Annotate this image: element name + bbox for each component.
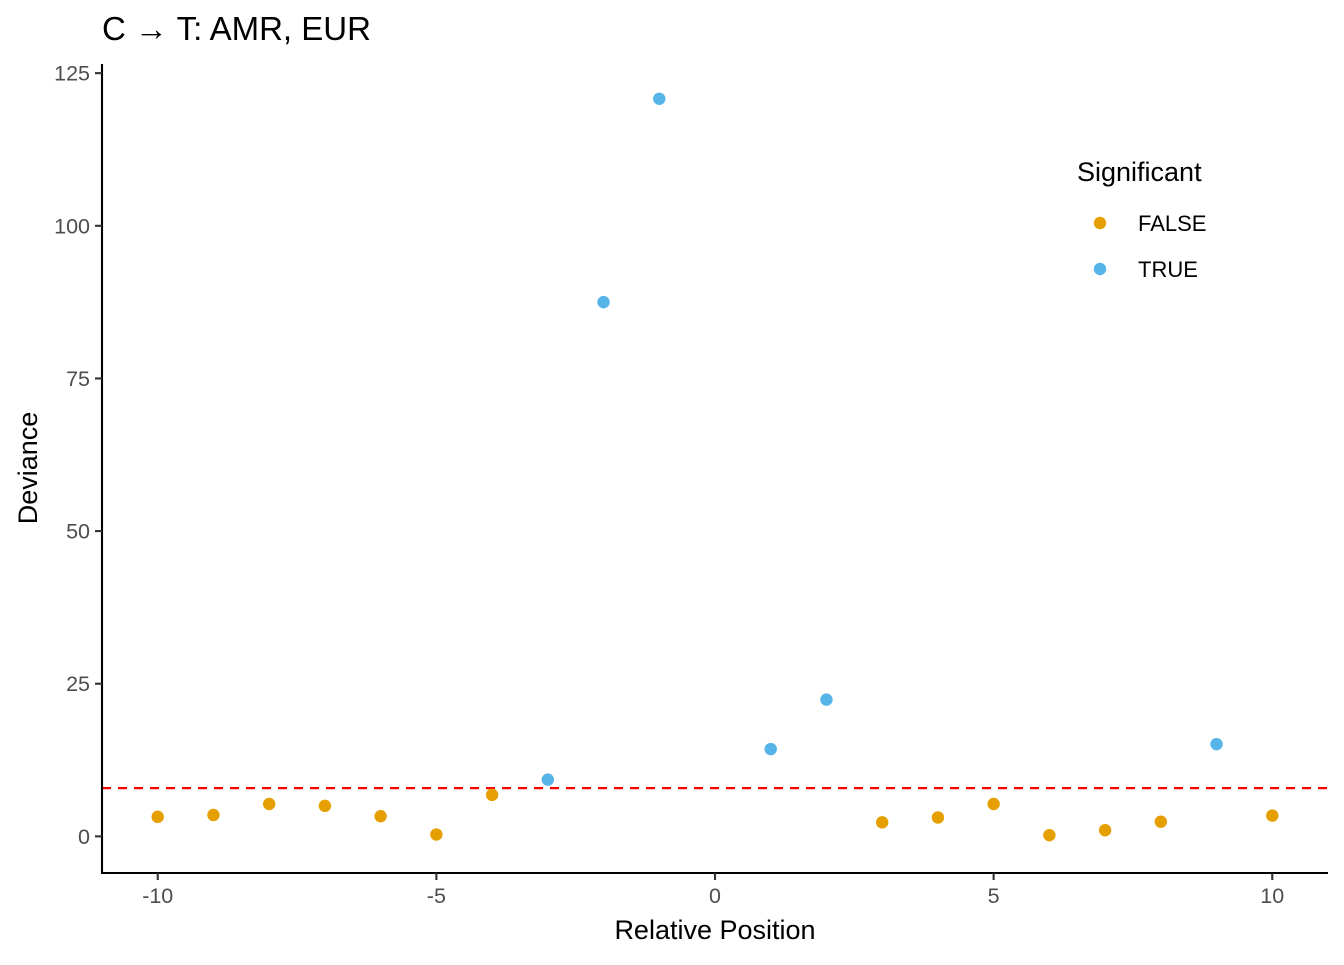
data-point — [987, 797, 1000, 811]
x-axis-title: Relative Position — [614, 915, 815, 945]
legend-label-false: FALSE — [1138, 211, 1206, 236]
data-point — [1043, 828, 1056, 842]
data-point — [1210, 737, 1223, 751]
y-axis-title: Deviance — [13, 412, 43, 525]
x-tick-label: -10 — [142, 884, 173, 908]
data-point — [151, 810, 164, 824]
data-point — [374, 810, 387, 823]
y-tick-label: 0 — [78, 825, 90, 849]
legend: Significant FALSE TRUE — [1077, 157, 1206, 282]
y-tick-label: 75 — [66, 367, 90, 391]
x-tick-label: -5 — [427, 884, 446, 908]
x-tick-label: 10 — [1260, 884, 1284, 908]
data-point — [764, 742, 777, 756]
data-point — [653, 92, 666, 106]
x-tick-label: 5 — [988, 884, 1000, 908]
x-tick-label: 0 — [709, 884, 721, 908]
legend-label-true: TRUE — [1138, 257, 1198, 282]
data-point — [875, 816, 889, 829]
legend-key-false — [1093, 216, 1107, 230]
y-axis-ticks: 0 25 50 75 100 125 — [54, 62, 102, 849]
data-point — [207, 808, 220, 822]
y-tick-label: 25 — [66, 672, 90, 696]
series-true — [541, 92, 1223, 786]
data-point — [485, 788, 499, 802]
series-false — [151, 788, 1279, 842]
data-point — [820, 693, 833, 706]
y-tick-label: 100 — [54, 214, 90, 238]
y-tick-label: 125 — [54, 62, 90, 86]
plot-area — [102, 92, 1328, 842]
y-tick-label: 50 — [66, 520, 90, 544]
data-point — [1154, 815, 1168, 828]
data-point — [1266, 809, 1279, 822]
data-point — [1098, 824, 1112, 837]
data-point — [597, 295, 610, 309]
legend-title: Significant — [1077, 157, 1202, 187]
data-point — [430, 828, 443, 841]
x-axis-ticks: -10 -5 0 5 10 — [142, 873, 1284, 908]
data-point — [541, 773, 555, 786]
data-point — [262, 797, 276, 811]
data-point — [318, 799, 332, 813]
data-point — [931, 811, 945, 824]
chart-title: C → T: AMR, EUR — [102, 10, 371, 47]
legend-entries: FALSE TRUE — [1093, 211, 1206, 282]
legend-key-true — [1093, 262, 1107, 276]
